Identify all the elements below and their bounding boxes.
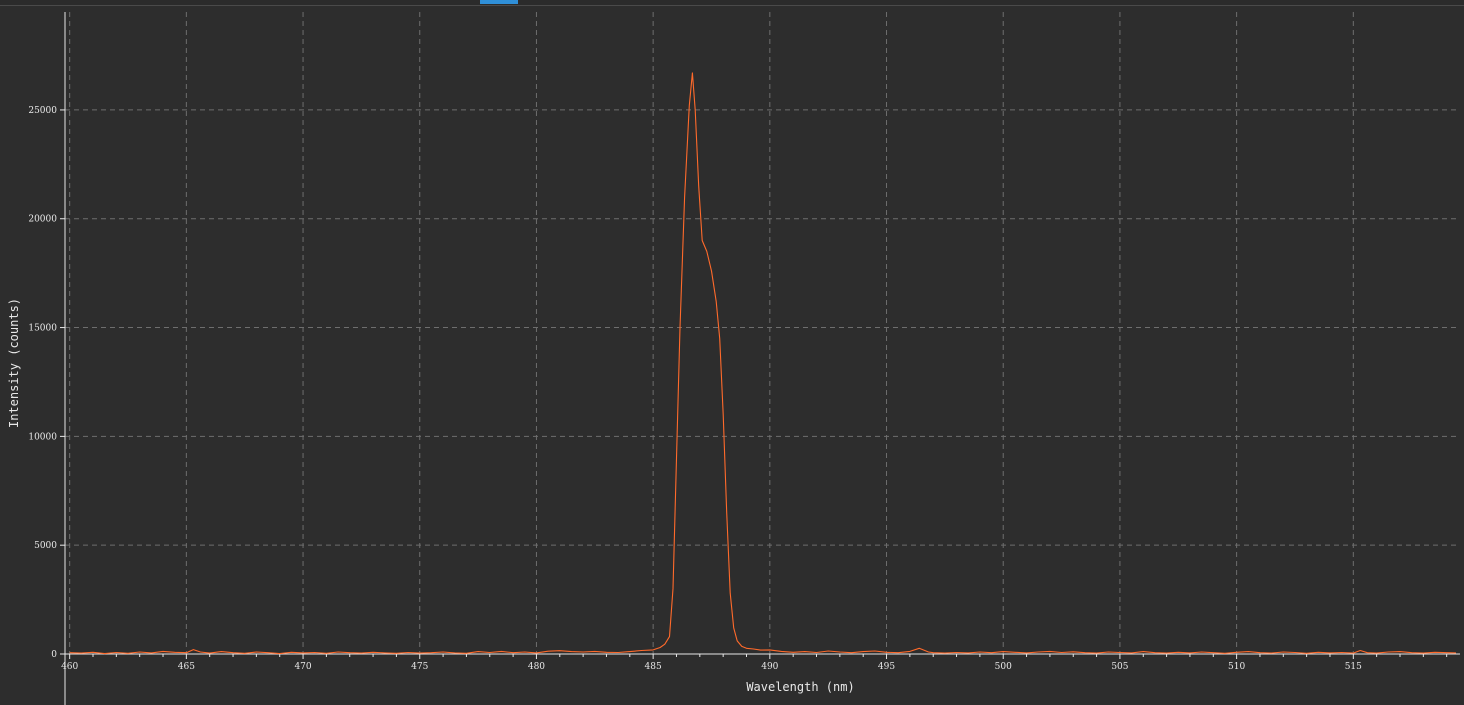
x-tick-label: 500: [995, 662, 1012, 672]
tick-marks-and-labels: 460 465 470 475 480 485 490 495 500 505 510 515 0 500…: [28, 106, 1448, 672]
x-tick-label: 490: [761, 662, 778, 672]
x-tick-label: 510: [1228, 662, 1245, 672]
x-tick-label: 515: [1345, 662, 1362, 672]
grid-lines: [65, 12, 1456, 654]
x-tick-label: 460: [61, 662, 78, 672]
x-axis-title: Wavelength (nm): [746, 680, 854, 694]
y-tick-label: 25000: [28, 106, 57, 116]
x-tick-label: 465: [178, 662, 195, 672]
x-tick-label: 485: [645, 662, 662, 672]
top-toolbar-edge: [0, 0, 1464, 6]
y-tick-label: 0: [51, 650, 57, 660]
y-axis-title: Intensity (counts): [7, 298, 21, 428]
chart-axes: [64, 12, 1460, 705]
x-tick-label: 475: [411, 662, 428, 672]
active-tab-indicator[interactable]: [480, 0, 518, 4]
series-layer: [69, 72, 1457, 655]
y-tick-label: 15000: [28, 324, 57, 334]
x-tick-label: 480: [528, 662, 545, 672]
y-tick-label: 10000: [28, 432, 57, 442]
x-tick-label: 495: [878, 662, 895, 672]
y-tick-label: 5000: [34, 541, 57, 551]
x-tick-label: 470: [294, 662, 311, 672]
x-tick-label: 505: [1111, 662, 1128, 672]
spectrum-series-line: [69, 72, 1457, 655]
y-tick-label: 20000: [28, 215, 57, 225]
